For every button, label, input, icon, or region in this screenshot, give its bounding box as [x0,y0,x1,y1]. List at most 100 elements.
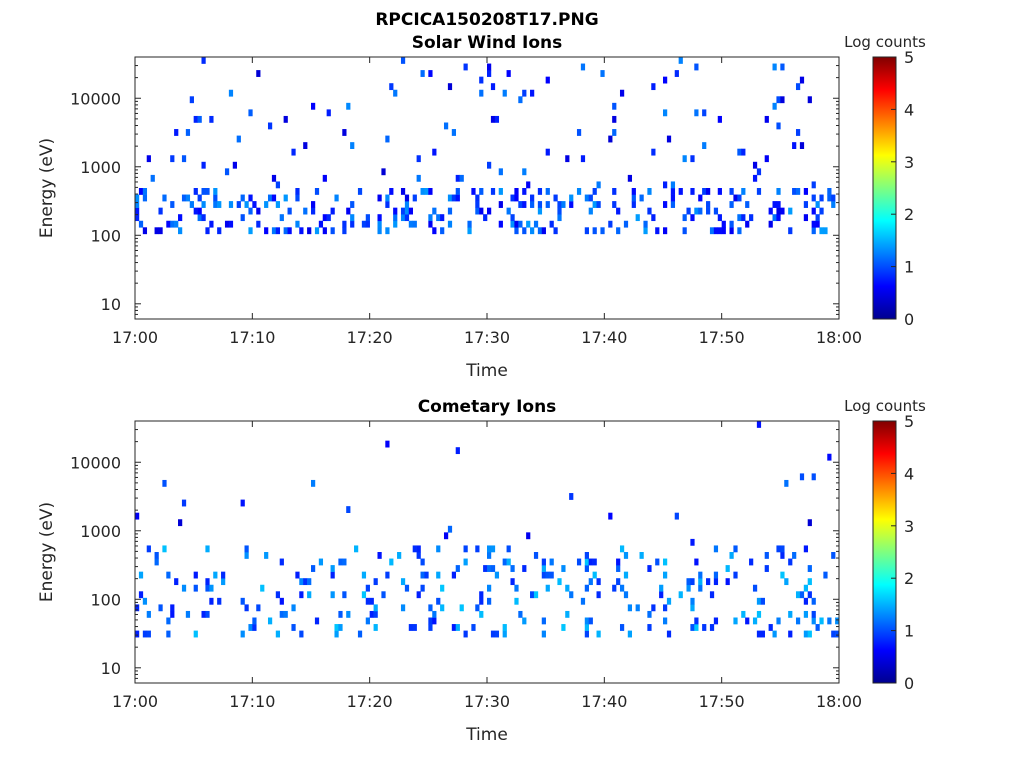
x-tick-label: 17:40 [581,328,627,347]
heatmap-cell [142,630,148,638]
heatmap-cell [788,630,793,638]
heatmap-cell [647,624,652,631]
heatmap-cell [616,565,621,572]
heatmap-cell [795,129,801,136]
heatmap-cell [424,188,429,195]
heatmap-cell [146,545,151,553]
heatmap-cell [487,584,492,592]
y-tick-label: 100 [90,226,121,245]
heatmap-cell [533,220,539,228]
heatmap-cell [526,220,531,228]
y-axis: 10 100 1000 10000 [70,56,839,320]
heatmap-cell [682,214,687,222]
heatmap-cell [314,227,320,235]
heatmap-cell [217,597,222,605]
heatmap-cell [248,207,253,215]
heatmap-cell [694,624,699,631]
heatmap-cell [803,584,809,592]
heatmap-cell [776,201,781,208]
heatmap-cell [518,220,523,228]
heatmap-cell [181,584,187,592]
heatmap-cell [146,155,151,163]
y-axis-label: Energy (eV) [37,138,57,238]
heatmap-cell [803,610,809,618]
x-tick-label: 17:40 [581,692,627,711]
heatmap-cell [455,194,460,202]
heatmap-cell [377,220,382,228]
heatmap-cell [138,591,144,599]
heatmap-cell [760,597,765,605]
heatmap-cell [471,624,476,631]
colorbar-tick-label: 4 [904,464,914,483]
heatmap-cell [741,214,746,222]
heatmap-cell [209,597,214,605]
heatmap-cell [205,188,210,195]
heatmap-cell [584,558,589,566]
heatmap-cell [756,630,762,638]
heatmap-cell [311,479,316,487]
heatmap-cell [170,610,175,618]
heatmap-cell [522,617,527,625]
heatmap-cell [584,194,589,202]
heatmap-cell [350,214,355,222]
heatmap-cell [311,565,316,572]
heatmap-cell [451,624,457,631]
heatmap-cell [631,201,636,208]
heatmap-cell [596,578,601,586]
heatmap-cell [205,545,210,553]
heatmap-cell [135,512,140,520]
heatmap-cell [428,220,433,228]
heatmap-cell [768,624,773,631]
heatmap-cell [506,545,511,553]
heatmap-cell [522,188,527,195]
heatmap-cell [400,207,406,215]
heatmap-cell [592,201,597,208]
heatmap-cell [537,188,543,195]
heatmap-cell [267,122,273,130]
heatmap-cell [721,220,726,228]
heatmap-cell [780,63,785,71]
heatmap-cell [287,207,292,215]
heatmap-cell [596,181,601,189]
heatmap-cell [729,552,734,559]
heatmap-cell [154,227,159,235]
heatmap-cell [682,227,687,235]
heatmap-cell [533,552,539,559]
heatmap-cell [545,201,550,208]
heatmap-cell [803,630,809,638]
heatmap-cell [815,624,820,631]
heatmap-cell [393,214,398,222]
heatmap-cell [479,597,484,605]
heatmap-cell [264,201,269,208]
heatmap-cell [588,558,593,566]
heatmap-cell [522,168,527,176]
heatmap-cell [197,115,202,123]
y-axis: 10 100 1000 10000 [70,420,839,684]
heatmap-cell [232,161,237,169]
heatmap-cell [580,597,586,605]
y-tick-label: 1000 [80,158,121,177]
heatmap-cell [709,591,715,599]
heatmap-cell [795,83,801,91]
heatmap-cell [651,604,656,612]
heatmap-cell [514,188,519,195]
heatmap-cell [522,565,527,572]
heatmap-cell [201,188,206,195]
heatmap-cell [432,617,437,625]
heatmap-cell [416,155,421,163]
heatmap-cell [252,624,257,631]
heatmap-cell [428,188,433,195]
heatmap-cell [181,499,187,507]
heatmap-cell [706,188,711,195]
heatmap-cell [295,188,300,195]
heatmap-cell [690,188,695,195]
heatmap-cell [451,129,457,136]
heatmap-cell [400,188,406,195]
heatmap-cell [291,624,296,631]
heatmap-cell [706,578,711,586]
heatmap-cell [377,552,382,559]
heatmap-cell [217,227,222,235]
colorbar-tick-label: 3 [904,517,914,536]
heatmap-cell [467,227,472,235]
heatmap-cell [811,220,816,228]
